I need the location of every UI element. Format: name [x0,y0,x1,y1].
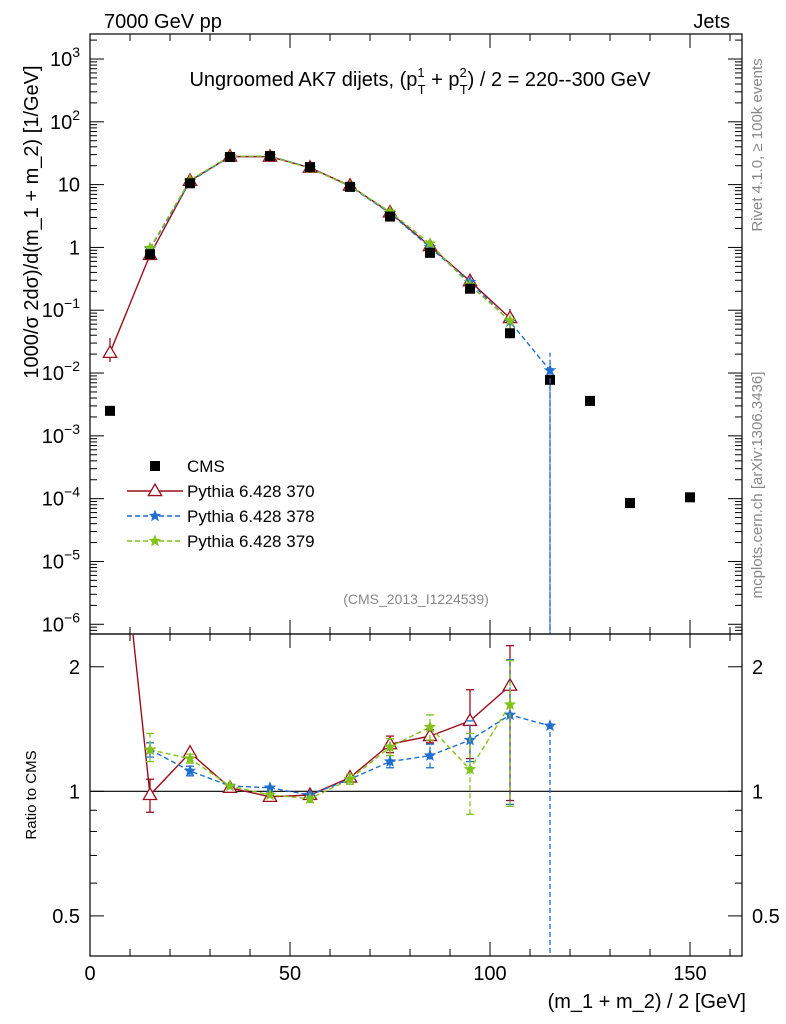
ratio-tick-label: 0.5 [52,906,80,928]
cms-data-point [105,405,115,416]
cms-data-point [685,492,695,503]
ratio-pythia-6.428-370 [132,634,518,813]
ratio-point [303,791,317,805]
ratio-line [149,704,511,800]
header-left: 7000 GeV pp [104,11,222,33]
legend-item: Pythia 6.428 370 [127,482,315,501]
y-tick-label: 10−1 [42,295,80,322]
legend-label: Pythia 6.428 370 [187,482,315,501]
y-tick-label: 10−6 [42,609,80,636]
cms-data-point [345,181,355,192]
ratio-tick-label: 2 [69,657,80,679]
legend-marker [147,482,163,497]
cms-data-point [225,152,235,163]
legend-marker [148,534,162,547]
ratio-line [132,634,511,798]
plot-title: Ungroomed AK7 dijets, (p1 T + p2 T) / 2 = … [189,65,651,97]
ratio-tick-label-right: 0.5 [752,906,780,928]
ratio-point [183,751,197,764]
y-tick-label: 10−2 [42,358,80,385]
legend-label: CMS [187,457,225,476]
main-panel: 10−6 10−5 10−4 10−3 10−2 10−1 1 10 102 103 Ungroo… [21,33,743,636]
ratio-pythia-6.428-378 [143,659,557,956]
ratio-point [183,764,197,777]
ratio-point [383,754,397,768]
series-cms [105,151,695,509]
ratio-point [462,712,478,727]
y-tick-label: 10−5 [42,546,80,573]
cms-data-point [425,247,435,258]
y-axis-label-ratio: Ratio to CMS [23,750,40,839]
legend-label: Pythia 6.428 379 [187,532,315,551]
data-point [423,236,437,250]
ratio-point [423,720,437,733]
ratio-tick-label-right: 2 [752,657,763,679]
x-axis-label: (m_1 + m_2) / 2 [GeV] [548,991,746,1013]
ratio-point [143,743,157,756]
analysis-tag: (CMS_2013_I1224539) [343,591,489,607]
legend: CMS Pythia 6.428 370 Pythia 6.428 378 Pythi… [127,457,315,551]
x-tick-label: 0 [84,963,95,985]
x-tick-label: 100 [473,963,506,985]
ratio-pythia-6.428-379 [143,659,517,815]
y-tick-label: 102 [50,107,80,134]
cms-data-point [265,151,275,162]
ratio-point [543,719,557,732]
legend-marker [148,509,162,522]
y-tick-label: 10 [58,175,80,197]
data-point [102,344,118,358]
header-right: Jets [693,11,730,33]
ratio-point [223,779,237,792]
ratio-point [343,772,357,785]
x-tick-label: 150 [673,963,706,985]
legend-item: CMS [150,457,225,476]
legend-label: Pythia 6.428 378 [187,507,315,526]
ratio-point [463,762,477,775]
y-tick-label: 10−4 [42,484,80,511]
series-line [149,155,511,322]
ratio-tick-label-right: 1 [752,781,763,803]
cms-data-point [385,211,395,222]
legend-item: Pythia 6.428 379 [127,532,315,551]
cms-data-point [625,498,635,509]
series-line [109,155,511,354]
cms-data-point [585,395,595,406]
cms-data-point [465,283,475,294]
cms-data-point [505,328,515,339]
legend-marker [150,461,160,471]
y-tick-label: 1 [69,237,80,259]
ratio-point [503,697,517,711]
ratio-tick-label: 1 [69,781,80,803]
x-tick-label: 50 [279,963,301,985]
cms-data-point [145,249,155,260]
y-axis-label-main: 1000/σ 2dσ)/d(m_1 + m_2) [1/GeV] [21,65,43,378]
mcplots-label: mcplots.cern.ch [arXiv:1306.3436] [749,372,766,599]
ratio-point [423,748,437,762]
series-pythia-6.428-370 [102,148,518,362]
cms-data-point [185,178,195,189]
legend-item: Pythia 6.428 378 [127,507,315,526]
ratio-frame [89,633,743,957]
ratio-point [142,786,158,801]
ratio-point [383,740,397,753]
data-point [503,314,517,327]
rivet-label: Rivet 4.1.0, ≥ 100k events [749,58,766,231]
y-tick-label: 10−3 [42,421,80,448]
ratio-point [263,788,277,801]
ratio-panel: 0.5 0.5 1 1 2 2 Ratio to CMS [23,633,780,957]
cms-data-point [305,162,315,173]
y-tick-label: 103 [50,44,80,71]
